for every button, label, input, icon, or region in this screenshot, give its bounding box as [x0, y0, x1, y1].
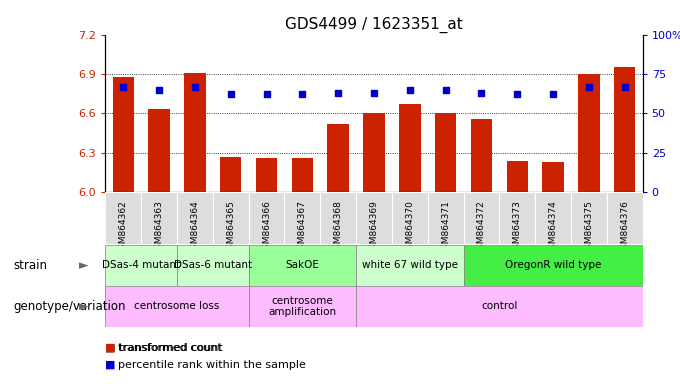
- Text: GSM864368: GSM864368: [334, 200, 343, 255]
- Bar: [177, 245, 249, 286]
- Bar: [256, 158, 277, 192]
- Bar: [428, 192, 464, 244]
- Point: [476, 90, 487, 96]
- Bar: [535, 192, 571, 244]
- Text: GSM864369: GSM864369: [369, 200, 379, 255]
- Point: [405, 87, 415, 93]
- Bar: [105, 286, 249, 327]
- Point: [333, 90, 343, 96]
- Bar: [464, 245, 643, 286]
- Text: GSM864370: GSM864370: [405, 200, 414, 255]
- Bar: [328, 124, 349, 192]
- Bar: [614, 67, 635, 192]
- Text: white 67 wild type: white 67 wild type: [362, 260, 458, 270]
- Point: [225, 91, 236, 98]
- Text: GSM864364: GSM864364: [190, 200, 199, 255]
- Bar: [435, 113, 456, 192]
- Point: [118, 83, 129, 89]
- Text: GSM864365: GSM864365: [226, 200, 235, 255]
- Bar: [141, 192, 177, 244]
- Text: ►: ►: [79, 259, 88, 272]
- Text: centrosome
amplification: centrosome amplification: [269, 296, 337, 317]
- Text: GSM864362: GSM864362: [119, 200, 128, 255]
- Text: OregonR wild type: OregonR wild type: [505, 260, 601, 270]
- Bar: [356, 286, 643, 327]
- Bar: [184, 73, 205, 192]
- Bar: [363, 113, 385, 192]
- Text: GSM864372: GSM864372: [477, 200, 486, 255]
- Text: GSM864376: GSM864376: [620, 200, 629, 255]
- Text: GSM864375: GSM864375: [584, 200, 594, 255]
- Text: GSM864373: GSM864373: [513, 200, 522, 255]
- Text: GSM864363: GSM864363: [154, 200, 164, 255]
- Point: [512, 91, 523, 98]
- Bar: [571, 192, 607, 244]
- Bar: [148, 109, 170, 192]
- Bar: [320, 192, 356, 244]
- Point: [190, 83, 201, 89]
- Bar: [356, 245, 464, 286]
- Point: [261, 91, 272, 98]
- Bar: [105, 192, 141, 244]
- Bar: [607, 192, 643, 244]
- Bar: [113, 76, 134, 192]
- Bar: [284, 192, 320, 244]
- Bar: [249, 286, 356, 327]
- Bar: [249, 245, 356, 286]
- Text: centrosome loss: centrosome loss: [135, 301, 220, 311]
- Text: DSas-4 mutant: DSas-4 mutant: [102, 260, 180, 270]
- Point: [369, 90, 379, 96]
- Text: ■: ■: [105, 343, 116, 353]
- Text: GSM864366: GSM864366: [262, 200, 271, 255]
- Text: strain: strain: [14, 259, 48, 272]
- Point: [440, 87, 451, 93]
- Text: GSM864371: GSM864371: [441, 200, 450, 255]
- Bar: [399, 104, 420, 192]
- Bar: [292, 158, 313, 192]
- Bar: [177, 192, 213, 244]
- Title: GDS4499 / 1623351_at: GDS4499 / 1623351_at: [285, 17, 463, 33]
- Text: transformed count: transformed count: [118, 343, 222, 353]
- Text: SakOE: SakOE: [286, 260, 320, 270]
- Bar: [220, 157, 241, 192]
- Bar: [392, 192, 428, 244]
- Text: percentile rank within the sample: percentile rank within the sample: [118, 360, 305, 370]
- Point: [619, 83, 630, 89]
- Text: control: control: [481, 301, 517, 311]
- Point: [154, 87, 165, 93]
- Point: [297, 91, 308, 98]
- Bar: [105, 245, 177, 286]
- Text: ■ transformed count: ■ transformed count: [105, 343, 223, 353]
- Text: GSM864367: GSM864367: [298, 200, 307, 255]
- Bar: [578, 74, 600, 192]
- Point: [547, 91, 558, 98]
- Bar: [471, 119, 492, 192]
- Bar: [249, 192, 284, 244]
- Bar: [543, 162, 564, 192]
- Bar: [499, 192, 535, 244]
- Bar: [464, 192, 499, 244]
- Bar: [356, 192, 392, 244]
- Text: DSas-6 mutant: DSas-6 mutant: [174, 260, 252, 270]
- Text: GSM864374: GSM864374: [549, 200, 558, 255]
- Text: ►: ►: [79, 300, 88, 313]
- Bar: [507, 161, 528, 192]
- Text: ■: ■: [105, 360, 116, 370]
- Text: genotype/variation: genotype/variation: [14, 300, 126, 313]
- Bar: [213, 192, 249, 244]
- Point: [583, 83, 594, 89]
